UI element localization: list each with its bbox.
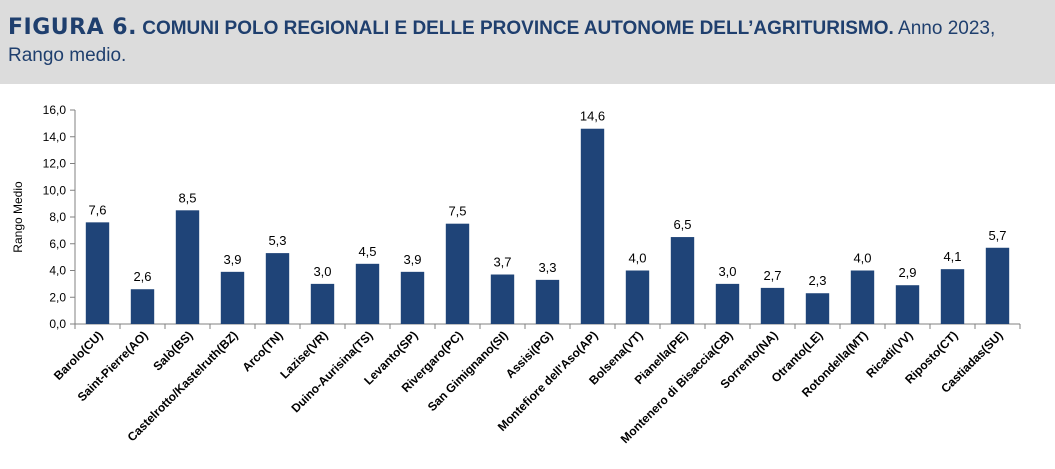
bar-value-label: 2,7 bbox=[763, 268, 781, 283]
bar bbox=[850, 270, 875, 324]
bar bbox=[940, 269, 965, 324]
y-tick-label: 0,0 bbox=[49, 317, 66, 331]
bar bbox=[805, 293, 830, 324]
bar bbox=[535, 279, 560, 324]
bar bbox=[490, 274, 515, 324]
bar-value-label: 3,9 bbox=[223, 252, 241, 267]
figure-number: FIGURA 6. bbox=[8, 15, 137, 40]
y-tick-label: 10,0 bbox=[43, 183, 67, 197]
y-axis-title: Rango Medio bbox=[11, 181, 25, 253]
bar-value-label: 3,3 bbox=[538, 260, 556, 275]
bar-value-label: 6,5 bbox=[673, 217, 691, 232]
figure-title: FIGURA 6. COMUNI POLO REGIONALI E DELLE … bbox=[8, 14, 1048, 69]
bar bbox=[985, 247, 1010, 324]
bar bbox=[130, 289, 155, 324]
bar bbox=[310, 283, 335, 324]
bar-value-label: 8,5 bbox=[178, 190, 196, 205]
bar-value-label: 3,0 bbox=[313, 264, 331, 279]
bar bbox=[760, 287, 785, 324]
y-tick-label: 2,0 bbox=[49, 290, 66, 304]
bar bbox=[400, 271, 425, 324]
bar-value-label: 4,1 bbox=[943, 249, 961, 264]
bar-value-label: 3,0 bbox=[718, 264, 736, 279]
y-tick-label: 16,0 bbox=[43, 103, 67, 117]
bar bbox=[220, 271, 245, 324]
bar-value-label: 2,6 bbox=[133, 269, 151, 284]
bar bbox=[85, 222, 110, 324]
category-label: Arco(TN) bbox=[239, 328, 285, 374]
bar-value-label: 4,0 bbox=[853, 251, 871, 266]
bar-value-label: 14,6 bbox=[580, 109, 605, 124]
bar bbox=[355, 263, 380, 324]
bar bbox=[265, 253, 290, 324]
bar-value-label: 3,7 bbox=[493, 255, 511, 270]
bar bbox=[895, 285, 920, 324]
y-tick-label: 12,0 bbox=[43, 157, 67, 171]
bar-value-label: 2,9 bbox=[898, 265, 916, 280]
bar-value-label: 7,6 bbox=[88, 202, 106, 217]
bar-value-label: 5,3 bbox=[268, 233, 286, 248]
y-tick-label: 6,0 bbox=[49, 237, 66, 251]
bar-chart: 0,0 2,0 4,0 6,0 8,0 10,0 12,0 14,0 16,0 Rango Med… bbox=[11, 103, 1021, 446]
category-label: Salò(BS) bbox=[150, 328, 195, 373]
bar-value-label: 2,3 bbox=[808, 273, 826, 288]
bar bbox=[445, 223, 470, 324]
y-tick-label: 14,0 bbox=[43, 130, 67, 144]
bar bbox=[670, 237, 695, 324]
bar-value-label: 3,9 bbox=[403, 252, 421, 267]
bar bbox=[580, 128, 605, 324]
bar-value-label: 4,5 bbox=[358, 244, 376, 259]
y-tick-label: 8,0 bbox=[49, 210, 66, 224]
bar bbox=[715, 283, 740, 324]
bar-value-label: 5,7 bbox=[988, 228, 1006, 243]
chart-area: 0,0 2,0 4,0 6,0 8,0 10,0 12,0 14,0 16,0 Rango Med… bbox=[0, 84, 1055, 469]
category-label: Duino-Aurisina(TS) bbox=[288, 328, 375, 415]
bar-value-label: 4,0 bbox=[628, 251, 646, 266]
figure-subtitle: Anno 2023, Rango medio. bbox=[8, 18, 996, 66]
bar bbox=[175, 210, 200, 324]
bar-value-label: 7,5 bbox=[448, 204, 466, 219]
y-tick-label: 4,0 bbox=[49, 264, 66, 278]
category-label: San Gimignano(SI) bbox=[425, 328, 511, 414]
bar bbox=[625, 270, 650, 324]
figure-heading: COMUNI POLO REGIONALI E DELLE PROVINCE A… bbox=[142, 18, 894, 39]
